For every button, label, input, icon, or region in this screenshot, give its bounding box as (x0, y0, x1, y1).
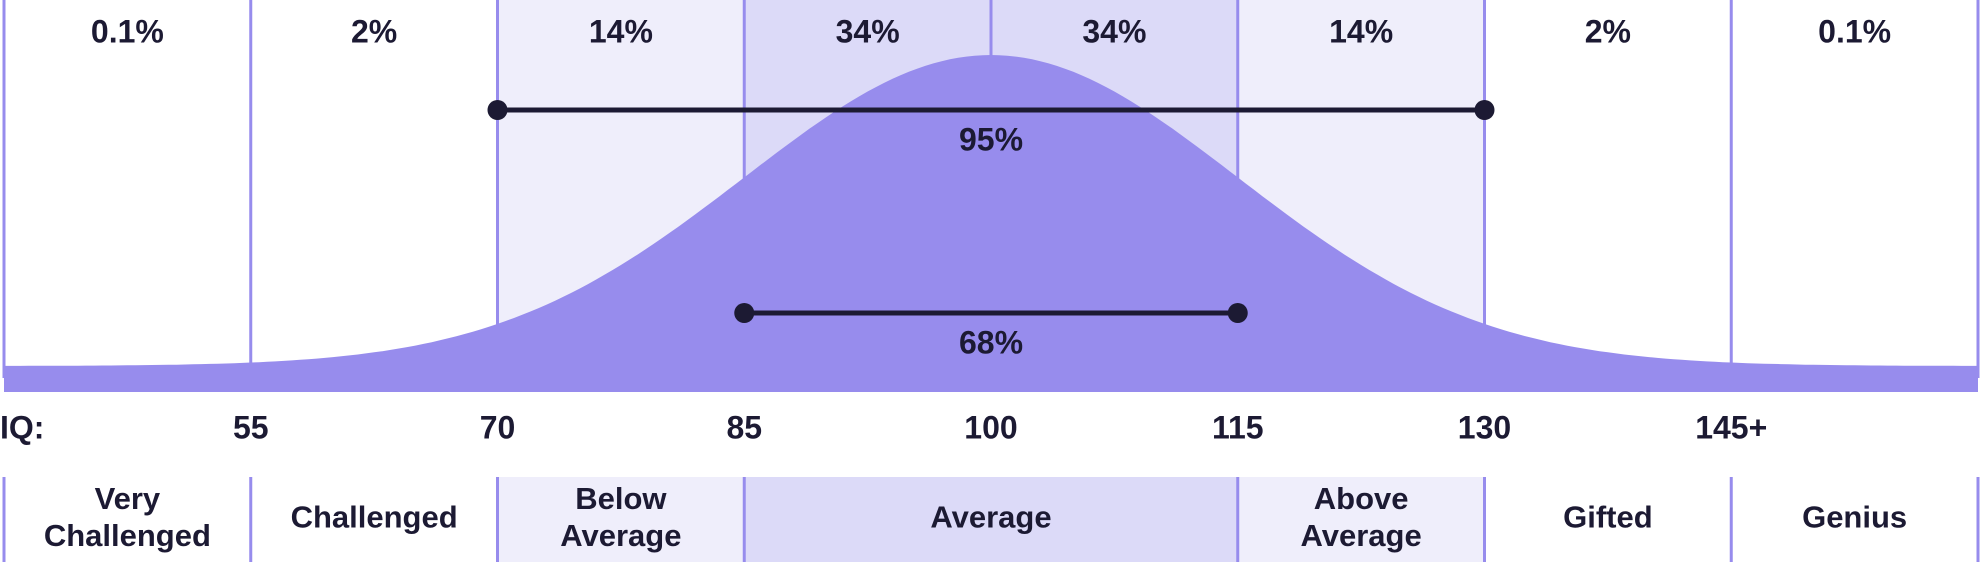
band-percent-label-5: 14% (1329, 13, 1393, 49)
category-challenged-label-line-0: Challenged (291, 500, 458, 535)
range-68-end-dot (1227, 303, 1248, 323)
range-68-label: 68% (959, 324, 1023, 360)
category-very-challenged-label-line-1: Challenged (44, 518, 211, 553)
band-percent-label-7: 0.1% (1818, 13, 1891, 49)
category-below-average-label-line-0: Below (575, 481, 667, 516)
range-95-label: 95% (959, 121, 1023, 157)
category-above-average-cell (1237, 477, 1485, 562)
category-gifted-cell (1484, 477, 1732, 562)
category-genius-cell (1731, 477, 1978, 562)
category-above-average-label-line-0: Above (1314, 481, 1409, 516)
x-tick-label-130: 130 (1458, 409, 1511, 445)
category-average-cell (744, 477, 1238, 562)
band-percent-label-2: 14% (589, 13, 653, 49)
band-percent-label-1: 2% (351, 13, 397, 49)
range-95-start-dot (487, 100, 508, 120)
category-above-average-label-line-1: Average (1301, 518, 1422, 553)
band-percent-label-6: 2% (1585, 13, 1631, 49)
x-tick-label-145: 145+ (1695, 409, 1767, 445)
category-very-challenged-cell (4, 477, 251, 562)
range-markers: 95% 68% (487, 100, 1495, 360)
band-background-6 (1484, 0, 1732, 378)
category-gifted-label-line-0: Gifted (1563, 500, 1653, 535)
band-background-0 (4, 0, 251, 378)
range-95-end-dot (1474, 100, 1495, 120)
axis-prefix-label: IQ: (0, 409, 44, 445)
x-tick-label-115: 115 (1212, 409, 1264, 445)
category-challenged-cell (250, 477, 498, 562)
category-genius-label-line-0: Genius (1802, 500, 1907, 535)
x-tick-label-55: 55 (233, 409, 269, 445)
x-tick-label-70: 70 (480, 409, 516, 445)
category-strip: VeryChallengedChallengedBelowAverageAver… (2, 477, 1980, 562)
band-background-7 (1731, 0, 1978, 378)
category-below-average-label-line-1: Average (560, 518, 681, 553)
band-percent-label-3: 34% (836, 13, 900, 49)
iq-axis: IQ: 55 70 85 100 115 130 145+ (0, 409, 1767, 445)
band-background-1 (250, 0, 498, 378)
category-average-label-line-0: Average (930, 500, 1051, 535)
category-below-average-cell (497, 477, 745, 562)
range-68-start-dot (734, 303, 755, 323)
band-percent-label-4: 34% (1082, 13, 1146, 49)
band-percent-label-0: 0.1% (91, 13, 164, 49)
band-percent-labels: 0.1% 2% 14% 34% 34% 14% 2% 0.1% (91, 13, 1891, 49)
category-very-challenged-label-line-0: Very (95, 481, 161, 516)
x-tick-label-100: 100 (964, 409, 1017, 445)
x-tick-label-85: 85 (726, 409, 762, 445)
